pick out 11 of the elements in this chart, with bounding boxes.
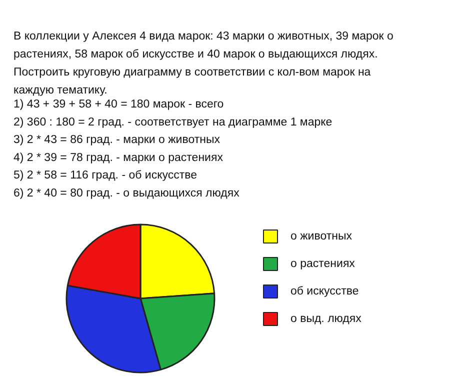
text: 2) 360 : 180 = 2 град. - соответствует на диаграмме 1 марке [14,116,332,128]
legend-label: об искусстве [290,286,359,298]
legend-label: о выд. людях [290,313,362,325]
legend-label: о растениях [290,258,356,270]
text: 6) 2 * 40 = 80 град. - о выдающихся людях [14,188,240,200]
legend-label: о животных [290,230,352,242]
text: 4) 2 * 39 = 78 град. - марки о растениях [14,152,224,164]
chart-title: В коллекции у Алексея 4 вида марок: 43 марки о животных, 39 марок о растениях, 58 марок об искусстве и 40 марок о выдающихся людях. Построить круговую диаграмму в соответствии с кол-вом марок на каждую тематику. [14,30,394,96]
text: 3) 2 * 43 = 86 град. - марки о животных [14,134,220,146]
text: 5) 2 * 58 = 116 град. - об искусстве [14,170,197,182]
text: 1) 43 + 39 + 58 + 40 = 180 марок - всего [14,98,224,110]
